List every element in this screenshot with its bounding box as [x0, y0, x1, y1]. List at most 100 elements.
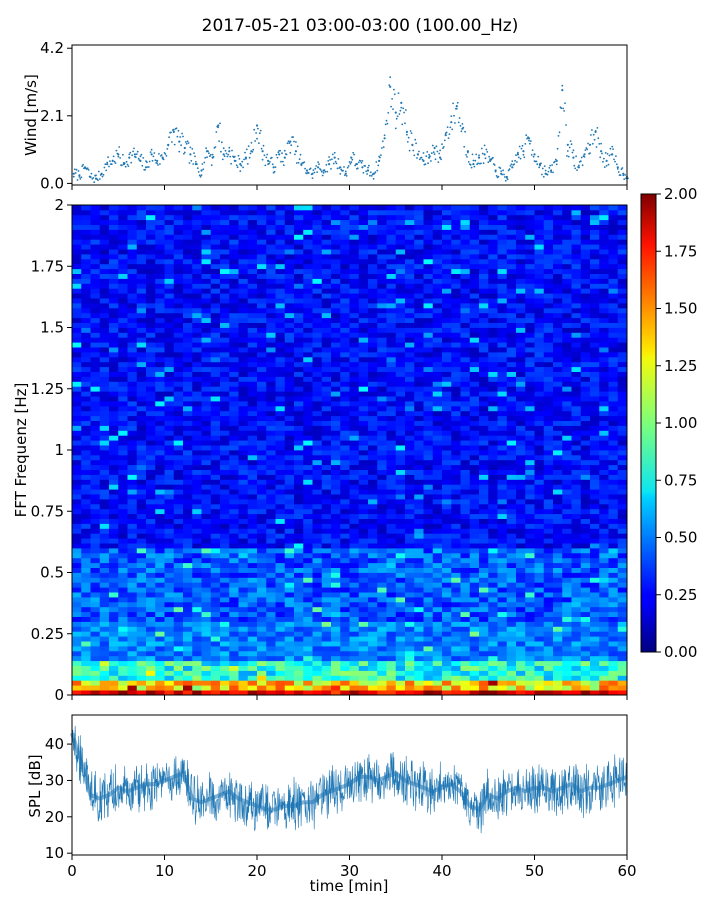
- wind-point: [502, 169, 504, 172]
- spectrogram-cell: [405, 577, 415, 583]
- spectrogram-cell: [460, 562, 471, 568]
- spectrogram-cell: [423, 601, 434, 608]
- spectrogram-cell: [395, 234, 406, 240]
- spectrogram-cell: [201, 685, 212, 691]
- spectrogram-cell: [118, 371, 128, 377]
- spectrogram-cell: [118, 224, 128, 230]
- wind-point: [513, 163, 516, 166]
- spectrogram-cell: [210, 567, 221, 573]
- spectrogram-cell: [340, 239, 350, 245]
- spectrogram-cell: [257, 606, 267, 613]
- wind-point: [460, 130, 463, 133]
- spectrogram-cell: [405, 592, 415, 598]
- spectrogram-cell: [173, 430, 184, 436]
- spectrogram-cell: [331, 317, 341, 323]
- spectrogram-cell: [210, 425, 221, 431]
- spectrogram-cell: [72, 322, 82, 328]
- spectrogram-cell: [173, 410, 184, 417]
- spectrogram-cell: [275, 425, 286, 431]
- spectrogram-cell: [155, 597, 165, 603]
- spectrogram-cell: [321, 214, 332, 221]
- spectrogram-cell: [414, 626, 424, 632]
- spectrogram-cell: [358, 420, 369, 426]
- spectrogram-cell: [183, 528, 193, 534]
- spectrogram-cell: [386, 440, 397, 446]
- spectrogram-cell: [442, 278, 452, 284]
- spectrogram-cell: [321, 425, 332, 431]
- spectrogram-cell: [340, 562, 350, 568]
- spectrogram-cell: [331, 278, 341, 284]
- spectrogram-cell: [118, 352, 128, 358]
- spectrogram-cell: [81, 229, 91, 235]
- wind-point: [544, 172, 547, 175]
- spectrogram-cell: [164, 636, 175, 642]
- spectrogram-cell: [72, 533, 82, 539]
- spectrogram-cell: [368, 601, 378, 608]
- spectrogram-cell: [247, 675, 258, 681]
- spectrogram-cell: [257, 450, 267, 456]
- spectrogram-cell: [442, 597, 452, 603]
- spectrogram-cell: [451, 249, 461, 255]
- spectrogram-cell: [275, 263, 286, 270]
- spectrogram-cell: [90, 499, 101, 505]
- spectrogram-cell: [275, 209, 286, 216]
- spectrogram-cell: [247, 538, 258, 544]
- spectrogram-cell: [349, 420, 360, 426]
- spectrogram-cell: [368, 469, 378, 475]
- spectrogram-cell: [275, 342, 286, 348]
- spectrogram-cell: [72, 435, 82, 441]
- spectrogram-cell: [266, 479, 276, 485]
- spectrogram-cell: [109, 606, 119, 613]
- spectrogram-cell: [146, 401, 156, 407]
- spectrogram-cell: [183, 552, 193, 559]
- spectrogram-cell: [368, 650, 378, 657]
- spectrogram-cell: [183, 606, 193, 613]
- wind-point: [250, 141, 253, 144]
- spectrogram-cell: [414, 660, 424, 666]
- spectrogram-cell: [192, 337, 202, 343]
- spectrogram-cell: [201, 342, 212, 348]
- spectrogram-cell: [155, 219, 165, 225]
- wind-point: [378, 159, 381, 162]
- spectrogram-cell: [136, 690, 147, 696]
- spectrogram-cell: [340, 675, 350, 681]
- spectrogram-cell: [118, 597, 128, 603]
- spectrogram-cell: [183, 538, 193, 544]
- spectrogram-cell: [136, 660, 147, 666]
- spectrogram-cell: [247, 307, 258, 314]
- spectrogram-cell: [90, 494, 101, 500]
- spectrogram-cell: [284, 660, 295, 666]
- wind-point: [523, 156, 526, 159]
- spectrogram-cell: [183, 562, 193, 568]
- spectrogram-cell: [275, 489, 286, 495]
- spectrogram-cell: [155, 587, 165, 593]
- spectrogram-cell: [173, 342, 184, 348]
- spectrogram-cell: [432, 312, 443, 319]
- spectrogram-cell: [192, 650, 202, 657]
- spectrogram-cell: [294, 631, 304, 637]
- wind-point: [398, 113, 401, 115]
- spectrogram-cell: [146, 665, 156, 671]
- spectrogram-cell: [358, 454, 369, 461]
- spectrogram-cell: [210, 469, 221, 475]
- spectrogram-cell: [201, 616, 212, 622]
- spectrogram-cell: [183, 219, 193, 225]
- spectrogram-cell: [127, 597, 138, 603]
- spectrogram-cell: [146, 337, 156, 343]
- spectrogram-cell: [414, 352, 424, 358]
- spectrogram-cell: [331, 229, 341, 235]
- spectrogram-cell: [451, 567, 461, 573]
- spectrogram-cell: [220, 592, 230, 598]
- spectrogram-cell: [358, 577, 369, 583]
- spectrogram-cell: [201, 254, 212, 260]
- spectrogram-cell: [90, 254, 101, 260]
- spectrogram-cell: [109, 249, 119, 255]
- spectrogram-cell: [460, 499, 471, 505]
- spectrogram-cell: [331, 371, 341, 377]
- spectrogram-cell: [201, 327, 212, 333]
- spectrogram-cell: [284, 636, 295, 642]
- spectrogram-cell: [312, 371, 323, 377]
- spectrogram-cell: [331, 655, 341, 662]
- spectrogram-cell: [442, 543, 452, 549]
- spectrogram-cell: [386, 690, 397, 696]
